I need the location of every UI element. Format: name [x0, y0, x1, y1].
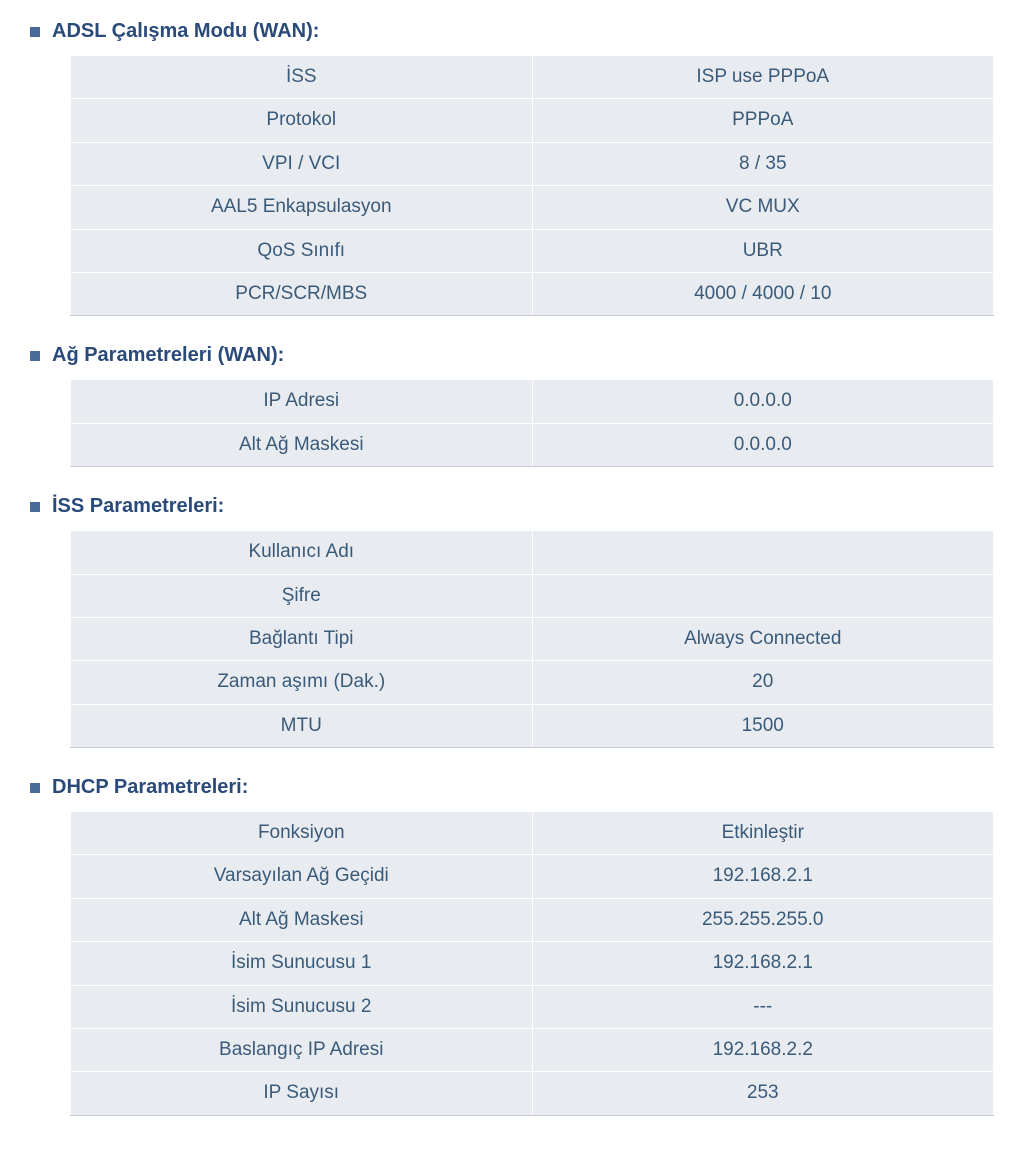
section-title: İSS Parametreleri: [52, 495, 224, 518]
bullet-icon [30, 502, 40, 512]
param-value [532, 574, 994, 617]
param-label: PCR/SCR/MBS [71, 272, 533, 315]
table-row: Alt Ağ Maskesi0.0.0.0 [71, 423, 994, 466]
table-row: QoS SınıfıUBR [71, 229, 994, 272]
param-label: Alt Ağ Maskesi [71, 898, 533, 941]
table-row: Baslangıç IP Adresi192.168.2.2 [71, 1029, 994, 1072]
table-row: IP Sayısı253 [71, 1072, 994, 1115]
param-label: Baslangıç IP Adresi [71, 1029, 533, 1072]
param-value: --- [532, 985, 994, 1028]
table-row: IP Adresi0.0.0.0 [71, 380, 994, 423]
table-row: AAL5 EnkapsulasyonVC MUX [71, 186, 994, 229]
param-value: 192.168.2.1 [532, 855, 994, 898]
table-row: FonksiyonEtkinleştir [71, 812, 994, 855]
param-value: 255.255.255.0 [532, 898, 994, 941]
param-label: Kullanıcı Adı [71, 531, 533, 574]
params-table-dhcp: FonksiyonEtkinleştirVarsayılan Ağ Geçidi… [70, 811, 994, 1116]
params-table-adsl: İSSISP use PPPoAProtokolPPPoAVPI / VCI8 … [70, 55, 994, 316]
param-label: AAL5 Enkapsulasyon [71, 186, 533, 229]
param-value: PPPoA [532, 99, 994, 142]
param-label: Bağlantı Tipi [71, 617, 533, 660]
param-value: 192.168.2.2 [532, 1029, 994, 1072]
table-row: Alt Ağ Maskesi255.255.255.0 [71, 898, 994, 941]
param-label: Alt Ağ Maskesi [71, 423, 533, 466]
param-label: İSS [71, 56, 533, 99]
param-value: 20 [532, 661, 994, 704]
param-label: IP Adresi [71, 380, 533, 423]
param-label: QoS Sınıfı [71, 229, 533, 272]
param-label: IP Sayısı [71, 1072, 533, 1115]
table-row: Bağlantı TipiAlways Connected [71, 617, 994, 660]
bullet-icon [30, 27, 40, 37]
section-header: ADSL Çalışma Modu (WAN): [30, 20, 994, 43]
section-title: ADSL Çalışma Modu (WAN): [52, 20, 319, 43]
param-value: ISP use PPPoA [532, 56, 994, 99]
table-row: İsim Sunucusu 1192.168.2.1 [71, 942, 994, 985]
table-row: Zaman aşımı (Dak.)20 [71, 661, 994, 704]
param-label: Varsayılan Ağ Geçidi [71, 855, 533, 898]
section-title: Ağ Parametreleri (WAN): [52, 344, 284, 367]
section-header: DHCP Parametreleri: [30, 776, 994, 799]
table-row: İsim Sunucusu 2--- [71, 985, 994, 1028]
param-value: 0.0.0.0 [532, 380, 994, 423]
table-row: VPI / VCI8 / 35 [71, 142, 994, 185]
section-title: DHCP Parametreleri: [52, 776, 248, 799]
section-header: Ağ Parametreleri (WAN): [30, 344, 994, 367]
param-label: Zaman aşımı (Dak.) [71, 661, 533, 704]
param-value: 253 [532, 1072, 994, 1115]
table-row: Varsayılan Ağ Geçidi192.168.2.1 [71, 855, 994, 898]
param-label: Şifre [71, 574, 533, 617]
param-value: VC MUX [532, 186, 994, 229]
table-row: Kullanıcı Adı [71, 531, 994, 574]
bullet-icon [30, 351, 40, 361]
section-wan: Ağ Parametreleri (WAN): IP Adresi0.0.0.0A… [30, 344, 994, 467]
param-value: 0.0.0.0 [532, 423, 994, 466]
param-label: Protokol [71, 99, 533, 142]
param-value: 192.168.2.1 [532, 942, 994, 985]
table-row: Şifre [71, 574, 994, 617]
param-label: İsim Sunucusu 1 [71, 942, 533, 985]
params-table-iss: Kullanıcı AdıŞifreBağlantı TipiAlways Co… [70, 530, 994, 748]
table-row: İSSISP use PPPoA [71, 56, 994, 99]
param-label: MTU [71, 704, 533, 747]
param-value: 1500 [532, 704, 994, 747]
param-value: Etkinleştir [532, 812, 994, 855]
param-value: 8 / 35 [532, 142, 994, 185]
section-adsl: ADSL Çalışma Modu (WAN): İSSISP use PPPoA… [30, 20, 994, 316]
params-table-wan: IP Adresi0.0.0.0Alt Ağ Maskesi0.0.0.0 [70, 379, 994, 467]
param-value: Always Connected [532, 617, 994, 660]
param-label: VPI / VCI [71, 142, 533, 185]
section-header: İSS Parametreleri: [30, 495, 994, 518]
table-row: ProtokolPPPoA [71, 99, 994, 142]
table-row: PCR/SCR/MBS4000 / 4000 / 10 [71, 272, 994, 315]
param-label: İsim Sunucusu 2 [71, 985, 533, 1028]
table-row: MTU1500 [71, 704, 994, 747]
param-label: Fonksiyon [71, 812, 533, 855]
param-value [532, 531, 994, 574]
param-value: UBR [532, 229, 994, 272]
bullet-icon [30, 783, 40, 793]
section-iss: İSS Parametreleri: Kullanıcı AdıŞifreBağl… [30, 495, 994, 748]
param-value: 4000 / 4000 / 10 [532, 272, 994, 315]
section-dhcp: DHCP Parametreleri: FonksiyonEtkinleştirV… [30, 776, 994, 1116]
